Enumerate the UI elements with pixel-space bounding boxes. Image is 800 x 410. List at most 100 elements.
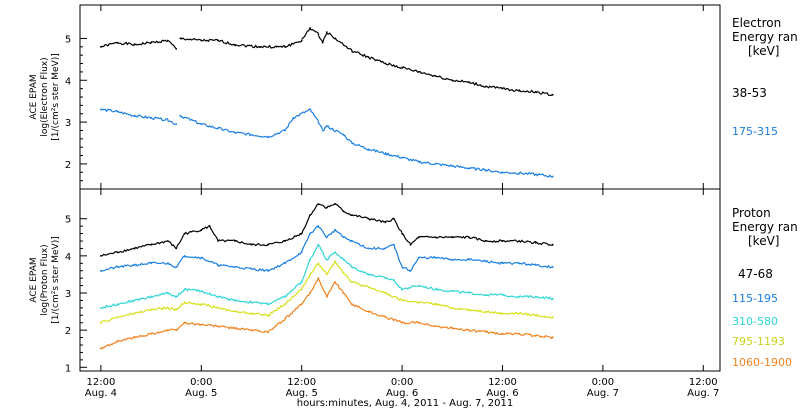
point-1-4-21: [384, 316, 387, 318]
point-1-2-0: [100, 307, 102, 309]
point-0-0-0: [100, 45, 102, 48]
point-1-1-32: [535, 264, 537, 266]
point-0-0-21: [384, 62, 387, 65]
point-1-2-28: [484, 294, 487, 296]
electron-legend-175-315: 175-315: [732, 125, 778, 138]
x-tick-label-time-3: 0:00: [391, 377, 413, 388]
point-0-0-28: [501, 87, 504, 90]
point-1-3-14: [309, 273, 311, 276]
point-1-2-18: [342, 258, 345, 261]
point-1-1-30: [501, 262, 504, 265]
point-1-3-25: [451, 307, 454, 309]
proton-ylabel-line2: log(Proton Flux): [40, 244, 50, 315]
electron-ylabel-line2: log(Electron Flux): [40, 57, 50, 136]
proton-ylabel-line3: [1/(cm²s ster MeV)]: [51, 236, 61, 323]
point-1-3-0: [100, 321, 102, 324]
point-0-1-26: [468, 167, 470, 170]
point-1-2-13: [300, 281, 303, 283]
point-0-1-11: [267, 135, 270, 138]
proton-panel-frame: [79, 188, 721, 372]
point-0-1-16: [321, 129, 324, 132]
point-0-0-12: [284, 45, 286, 48]
point-1-0-0: [100, 255, 102, 257]
x-tick-label-date-4: Aug. 6: [486, 388, 518, 399]
point-1-3-22: [401, 299, 403, 302]
x-tick-label-time-4: 12:00: [488, 377, 517, 388]
point-1-1-3: [150, 262, 153, 265]
point-0-0-30: [535, 91, 537, 93]
point-0-1-23: [417, 160, 420, 163]
point-0-0-31: [551, 94, 554, 96]
proton-legend-115-195: 115-195: [732, 292, 778, 305]
series-layer: [100, 27, 554, 350]
point-1-2-30: [518, 295, 521, 298]
point-1-0-22: [384, 221, 387, 224]
series-1-4: [100, 277, 554, 350]
point-1-4-18: [342, 292, 345, 294]
point-0-1-22: [401, 156, 403, 159]
point-1-2-29: [501, 294, 504, 296]
point-1-4-3: [150, 333, 153, 335]
x-tick-label-date-5: Aug. 7: [587, 388, 619, 399]
point-1-2-32: [551, 297, 554, 300]
point-0-1-14: [309, 108, 311, 111]
point-1-1-5: [175, 266, 178, 268]
point-1-0-16: [317, 203, 320, 205]
point-0-1-19: [351, 142, 353, 144]
point-1-2-4: [166, 292, 169, 294]
electron-ylabel-line1: ACE EPAM: [29, 74, 39, 119]
point-0-0-15: [317, 33, 320, 36]
point-1-3-6: [183, 301, 186, 304]
y-tick-label-0-2: 3: [65, 118, 71, 129]
point-1-2-12: [284, 295, 286, 298]
point-0-0-22: [401, 66, 403, 69]
point-1-4-9: [233, 327, 236, 330]
electron-legend-title-3: [keV]: [748, 44, 779, 58]
point-1-1-23: [401, 266, 403, 268]
point-1-0-12: [267, 243, 270, 246]
electron-legend-38-53: 38-53: [732, 86, 767, 100]
point-0-1-30: [535, 173, 537, 176]
point-0-0-11: [275, 45, 278, 48]
point-0-0-17: [325, 31, 328, 34]
point-1-4-30: [535, 334, 537, 337]
point-0-0-13: [300, 39, 303, 42]
point-1-1-14: [309, 232, 311, 235]
point-1-1-25: [417, 256, 420, 259]
point-1-1-15: [317, 225, 320, 228]
point-1-1-8: [217, 264, 219, 266]
x-tick-label-time-2: 12:00: [287, 377, 316, 388]
point-1-0-4: [166, 240, 169, 242]
point-1-4-0: [100, 347, 102, 350]
point-1-3-15: [317, 262, 320, 265]
series-1-1: [100, 225, 554, 273]
point-0-1-27: [484, 169, 487, 172]
point-1-4-13: [300, 303, 303, 305]
point-1-4-28: [501, 333, 504, 335]
point-1-2-22: [392, 279, 395, 281]
point-1-0-24: [401, 232, 403, 235]
series-line-1-2: [100, 245, 553, 310]
x-tick-label-date-2: Aug. 5: [286, 388, 318, 399]
point-1-2-27: [468, 292, 470, 294]
point-0-0-19: [351, 50, 353, 52]
point-1-0-21: [367, 217, 370, 220]
point-1-3-29: [518, 312, 521, 315]
x-axis-label: hours:minutes, Aug. 4, 2011 - Aug. 7, 20…: [297, 398, 513, 409]
point-0-1-12: [284, 129, 286, 132]
proton-ylabel: ACE EPAM log(Proton Flux) [1/(cm²s ster …: [29, 236, 61, 323]
point-1-4-14: [309, 292, 311, 294]
point-0-1-2: [133, 114, 136, 117]
point-1-3-9: [233, 310, 236, 313]
point-1-0-33: [535, 242, 537, 244]
point-1-1-19: [351, 240, 353, 242]
point-1-1-22: [392, 243, 395, 246]
point-1-1-24: [409, 269, 412, 272]
point-1-4-29: [518, 333, 521, 335]
series-line-0-0: [100, 27, 554, 97]
point-1-1-10: [250, 268, 253, 270]
point-1-2-11: [267, 303, 270, 305]
point-1-3-10: [250, 312, 253, 315]
point-0-1-6: [179, 114, 182, 117]
